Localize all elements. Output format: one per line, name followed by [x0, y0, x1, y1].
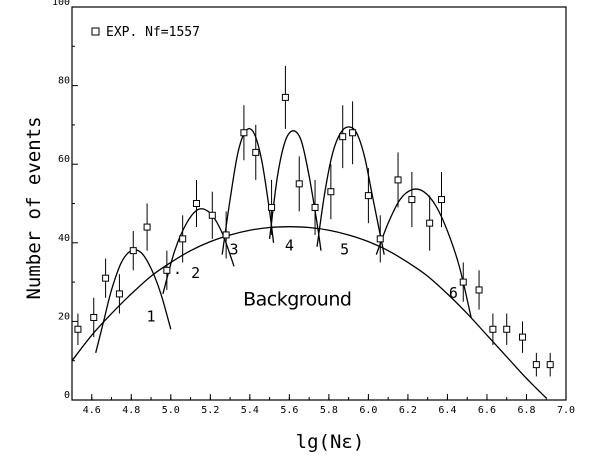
- data-point: [426, 219, 434, 227]
- peak-label: 1: [147, 307, 156, 325]
- data-point: [143, 223, 151, 231]
- peak-curve-4: [268, 130, 322, 251]
- background-label: Background: [243, 289, 351, 311]
- y-tick-label: 20: [58, 311, 70, 322]
- x-tick-label: 5.2: [201, 405, 219, 416]
- y-tick-label: 80: [58, 76, 70, 87]
- background-curve: [72, 226, 547, 399]
- legend-marker: [91, 27, 100, 36]
- data-point: [295, 180, 303, 188]
- legend-label: EXP. Nf=1557: [106, 25, 200, 40]
- data-point: [252, 148, 260, 156]
- x-tick-label: 6.4: [438, 405, 456, 416]
- peak-label: 6: [449, 284, 458, 302]
- y-axis-title: Number of events: [23, 116, 45, 299]
- peak-curve-3: [221, 128, 275, 255]
- data-point: [281, 93, 289, 101]
- peak-label: · 2: [173, 264, 200, 282]
- data-point: [115, 290, 123, 298]
- peak-curve-2: [162, 208, 235, 295]
- x-tick-label: 4.8: [122, 405, 140, 416]
- x-axis-title: lg(Nε): [296, 431, 365, 453]
- data-point: [438, 196, 446, 204]
- x-tick-label: 5.6: [280, 405, 298, 416]
- data-point: [339, 133, 347, 141]
- data-point: [90, 313, 98, 321]
- data-point: [376, 235, 384, 243]
- peak-label: 4: [285, 237, 294, 255]
- data-point: [408, 196, 416, 204]
- x-tick-label: 5.0: [162, 405, 180, 416]
- data-point: [208, 211, 216, 219]
- x-tick-label: 4.6: [83, 405, 101, 416]
- data-point: [459, 278, 467, 286]
- y-tick-label: 40: [58, 233, 70, 244]
- data-point: [240, 129, 248, 137]
- x-tick-label: 5.4: [241, 405, 259, 416]
- data-point: [349, 129, 357, 137]
- peak-curve-6: [375, 188, 472, 318]
- data-point: [546, 361, 554, 369]
- y-tick-label: 0: [64, 390, 70, 401]
- data-point: [364, 192, 372, 200]
- x-tick-label: 6.6: [478, 405, 496, 416]
- data-point: [74, 325, 82, 333]
- data-point: [489, 325, 497, 333]
- data-point: [311, 203, 319, 211]
- data-point: [519, 333, 527, 341]
- data-point: [163, 266, 171, 274]
- x-tick-label: 6.0: [359, 405, 377, 416]
- y-tick-label: 100: [52, 0, 70, 8]
- plot-area: 4.6 4.8 5.0 5.2 5.4 5.6 5.8 6.0 6.2 6.4 6.6 6.8 7.0 0…: [52, 0, 575, 416]
- data-point: [532, 361, 540, 369]
- data-point: [129, 247, 137, 255]
- y-axis-title-group: Number of events: [23, 116, 45, 299]
- data-point: [475, 286, 483, 294]
- x-tick-label: 6.8: [517, 405, 535, 416]
- x-tick-label: 5.8: [320, 405, 338, 416]
- x-tick-label: 7.0: [557, 405, 575, 416]
- data-point: [192, 200, 200, 207]
- data-point: [268, 203, 276, 211]
- data-point: [394, 176, 402, 184]
- x-tick-label: 6.2: [399, 405, 417, 416]
- data-point: [222, 231, 230, 239]
- data-point: [102, 274, 110, 282]
- peak-label: 5: [340, 241, 349, 259]
- peak-label: 3: [230, 241, 239, 259]
- data-point: [327, 188, 335, 196]
- y-tick-label: 60: [58, 154, 70, 165]
- data-point: [503, 325, 511, 333]
- data-point: [179, 235, 187, 243]
